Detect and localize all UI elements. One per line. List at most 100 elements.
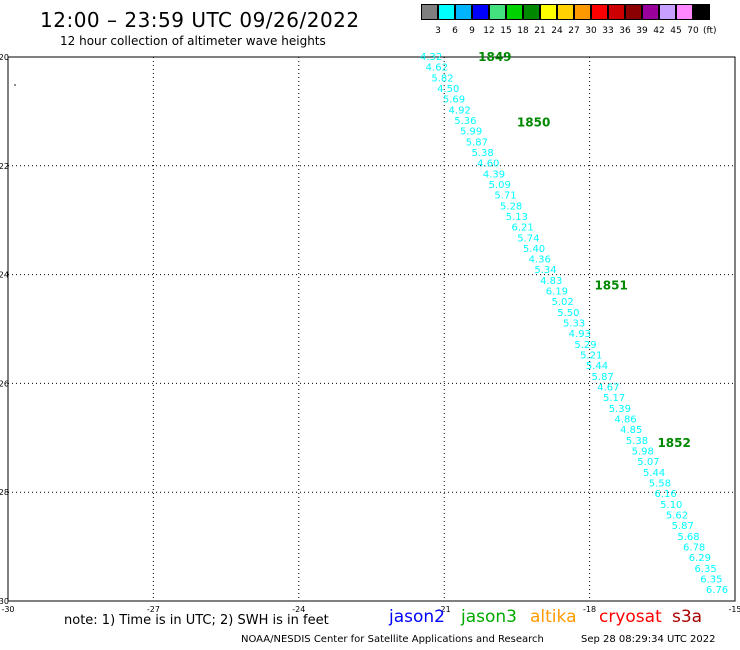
- wave-height-value: 6.21: [511, 223, 533, 234]
- wave-height-value: 5.33: [563, 319, 585, 330]
- footer-timestamp: Sep 28 08:29:34 UTC 2022: [581, 634, 716, 645]
- wave-height-value: 5.17: [603, 393, 625, 404]
- longitude-tick-label: -30: [1, 605, 14, 614]
- wave-height-value: 5.28: [500, 201, 522, 212]
- colorbar-swatch: [625, 4, 642, 20]
- wave-height-value: 5.44: [643, 468, 665, 479]
- wave-height-value: 4.92: [449, 105, 471, 116]
- satellite-s3a: s3a: [672, 607, 703, 627]
- colorbar-label: 33: [602, 26, 614, 36]
- wave-height-value: 5.99: [460, 127, 482, 138]
- wave-height-value: 5.62: [666, 510, 688, 521]
- colorbar-swatch: [506, 4, 523, 20]
- footer-organization: NOAA/NESDIS Center for Satellite Applica…: [241, 634, 544, 645]
- longitude-tick-label: -18: [583, 605, 596, 614]
- wave-height-value: 4.50: [437, 84, 459, 95]
- colorbar-swatch: [557, 4, 574, 20]
- satellite-cryosat: cryosat: [599, 607, 662, 627]
- colorbar-label: 36: [619, 26, 631, 36]
- map-title: 12:00 – 23:59 UTC 09/26/2022: [40, 8, 360, 32]
- wave-height-value: 6.16: [654, 489, 676, 500]
- colorbar-label: 15: [500, 26, 512, 36]
- latitude-tick-label: -28: [0, 488, 9, 497]
- pass-number-label: 1851: [594, 278, 627, 292]
- colorbar-swatch: [489, 4, 506, 20]
- colorbar-label: 42: [653, 26, 665, 36]
- colorbar-swatch: [608, 4, 625, 20]
- colorbar-label: 9: [469, 26, 475, 36]
- wave-height-value: 5.29: [574, 340, 596, 351]
- colorbar-swatch: [659, 4, 676, 20]
- colorbar-swatch: [540, 4, 557, 20]
- wave-height-value: 5.39: [609, 404, 631, 415]
- wave-height-value: 4.32: [420, 52, 442, 63]
- colorbar-unit: (ft): [703, 26, 717, 36]
- wave-height-value: 5.21: [580, 351, 602, 362]
- units-note: note: 1) Time is in UTC; 2) SWH is in fe…: [64, 613, 329, 628]
- colorbar-label: 24: [551, 26, 563, 36]
- colorbar-label: 27: [568, 26, 580, 36]
- latitude-tick-label: -20: [0, 53, 9, 62]
- longitude-tick-label: -15: [728, 605, 740, 614]
- colorbar-label: 70: [687, 26, 699, 36]
- colorbar-swatch: [472, 4, 489, 20]
- satellite-jason2: jason2: [389, 607, 445, 627]
- colorbar-swatch: [693, 4, 710, 20]
- colorbar-swatch: [421, 4, 438, 20]
- wave-height-value: 5.58: [649, 478, 671, 489]
- colorbar-label: 39: [636, 26, 648, 36]
- wave-height-value: 4.36: [529, 255, 551, 266]
- colorbar-label: 3: [435, 26, 441, 36]
- colorbar-label: 45: [670, 26, 682, 36]
- wave-height-value: 5.07: [637, 457, 659, 468]
- longitude-tick-label: -27: [147, 605, 160, 614]
- wave-height-value: 4.60: [477, 159, 499, 170]
- wave-height-value: 5.87: [466, 137, 488, 148]
- colorbar-swatch: [438, 4, 455, 20]
- wave-height-value: 5.38: [626, 436, 648, 447]
- colorbar-swatch: [676, 4, 693, 20]
- wave-height-value: 5.71: [494, 191, 516, 202]
- satellite-altika: altika: [530, 607, 577, 627]
- wave-height-value: 5.87: [592, 372, 614, 383]
- latitude-tick-label: -22: [0, 162, 9, 171]
- wave-height-value: 5.36: [454, 116, 476, 127]
- wave-height-value: 5.98: [632, 447, 654, 458]
- wave-height-value: 6.29: [689, 553, 711, 564]
- colorbar-swatch: [574, 4, 591, 20]
- wave-height-value: 6.78: [683, 542, 705, 553]
- wave-height-value: 6.19: [546, 287, 568, 298]
- colorbar-swatch: [455, 4, 472, 20]
- wave-height-value: 5.40: [523, 244, 545, 255]
- wave-height-value: 5.34: [534, 265, 556, 276]
- wave-height-value: 5.87: [672, 521, 694, 532]
- wave-height-value: 5.38: [471, 148, 493, 159]
- pass-number-label: 1850: [517, 115, 550, 129]
- wave-height-value: 4.83: [540, 276, 562, 287]
- wave-height-value: 5.82: [431, 73, 453, 84]
- wave-height-value: 5.09: [489, 180, 511, 191]
- colorbar-label: 18: [517, 26, 529, 36]
- wave-height-value: 4.86: [614, 415, 636, 426]
- wave-height-value: 5.02: [552, 297, 574, 308]
- map-frame: [7, 56, 736, 602]
- colorbar-swatch: [642, 4, 659, 20]
- wave-height-value: 4.39: [483, 169, 505, 180]
- colorbar-label: 12: [483, 26, 495, 36]
- longitude-tick-label: -21: [438, 605, 451, 614]
- pass-number-label: 1849: [478, 50, 511, 64]
- colorbar-label: 30: [585, 26, 597, 36]
- wave-height-value: 5.74: [517, 233, 539, 244]
- satellite-jason3: jason3: [461, 607, 517, 627]
- wave-height-value: 5.13: [506, 212, 528, 223]
- colorbar-label: 21: [534, 26, 546, 36]
- wave-height-value: 4.85: [620, 425, 642, 436]
- colorbar-label: 6: [452, 26, 458, 36]
- wave-height-value: 4.62: [426, 63, 448, 74]
- latitude-tick-label: -26: [0, 379, 9, 388]
- latitude-tick-label: -30: [0, 597, 9, 606]
- colorbar-swatch: [591, 4, 608, 20]
- pass-number-label: 1852: [657, 436, 690, 450]
- wave-height-value: 5.68: [677, 532, 699, 543]
